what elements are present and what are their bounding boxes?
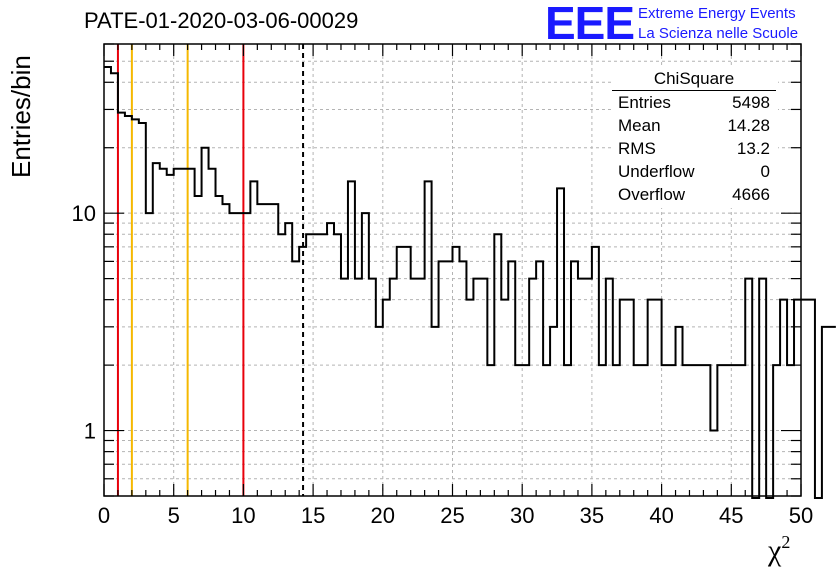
x-tick-label: 45: [719, 503, 743, 528]
stats-title: ChiSquare: [612, 66, 776, 91]
stat-value: 5498: [732, 93, 770, 112]
stat-row-entries: Entries 5498: [612, 91, 778, 114]
x-tick-label: 5: [168, 503, 180, 528]
logo-tagline-2: La Scienza nelle Scuole: [638, 25, 799, 42]
x-axis-label-sup: 2: [781, 532, 791, 552]
stat-value: 4666: [732, 185, 770, 204]
stat-value: 14.28: [727, 116, 770, 135]
stat-row-underflow: Underflow 0: [612, 160, 778, 183]
x-axis-label-base: χ: [768, 534, 782, 567]
stat-label: Underflow: [618, 162, 695, 181]
x-tick-label: 15: [301, 503, 325, 528]
chart-title: PATE-01-2020-03-06-00029: [84, 8, 359, 33]
stat-value: 13.2: [736, 139, 770, 158]
stat-row-mean: Mean 14.28: [612, 114, 778, 137]
stat-label: Mean: [618, 116, 661, 135]
stat-label: Entries: [618, 93, 671, 112]
histogram-series: [104, 66, 836, 499]
stat-label: Overflow: [618, 185, 686, 204]
x-tick-label: 20: [371, 503, 395, 528]
stat-row-overflow: Overflow 4666: [612, 183, 778, 206]
x-tick-label: 10: [231, 503, 255, 528]
x-tick-label: 25: [440, 503, 464, 528]
x-tick-label: 30: [510, 503, 534, 528]
x-tick-label: 35: [580, 503, 604, 528]
x-tick-label: 50: [789, 503, 813, 528]
stat-value: 0: [760, 162, 770, 181]
stat-label: RMS: [618, 139, 656, 158]
stat-row-rms: RMS 13.2: [612, 137, 778, 160]
y-tick-label: 10: [72, 201, 96, 226]
y-tick-label: 1: [84, 419, 96, 444]
stats-box: ChiSquare Entries 5498 Mean 14.28 RMS 13…: [612, 66, 778, 208]
x-axis-label: χ2: [768, 532, 791, 568]
eee-logo: EEE: [545, 0, 635, 49]
x-tick-label: 40: [649, 503, 673, 528]
y-axis-label: Entries/bin: [6, 55, 36, 178]
logo-tagline-1: Extreme Energy Events: [638, 5, 796, 22]
x-tick-label: 0: [98, 503, 110, 528]
